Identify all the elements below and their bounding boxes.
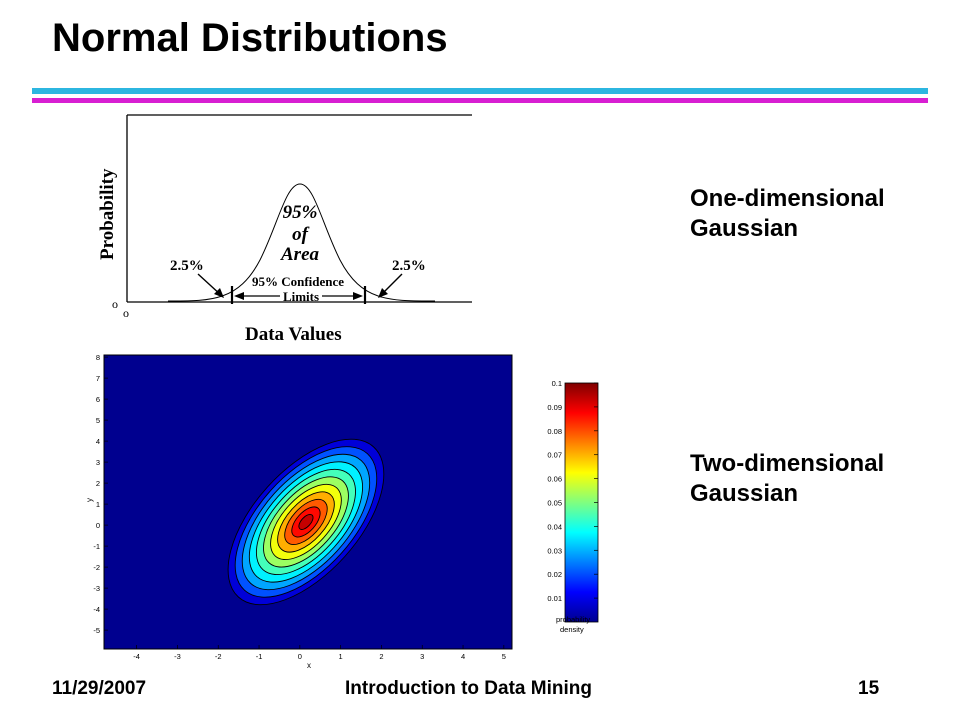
label-2d-line1: Two-dimensional bbox=[690, 450, 885, 477]
confidence-text-line2: Limits bbox=[283, 289, 319, 304]
x-tick-label: -2 bbox=[215, 652, 222, 661]
contour-band-10 bbox=[298, 513, 314, 530]
origin-mark: o bbox=[112, 297, 118, 311]
y-tick-label: -4 bbox=[93, 605, 100, 614]
x-tick-label: 1 bbox=[339, 652, 343, 661]
y-tick-label: -5 bbox=[93, 626, 100, 635]
x-tick-label: -1 bbox=[256, 652, 263, 661]
right-tail-arrowhead bbox=[378, 288, 388, 298]
x-tick-label: 0 bbox=[298, 652, 302, 661]
y-tick-label: -3 bbox=[93, 584, 100, 593]
label-1d-line2: Gaussian bbox=[690, 215, 799, 242]
x-tick-label: -4 bbox=[133, 652, 140, 661]
label-2d-line2: Gaussian bbox=[690, 480, 799, 507]
footer-course: Introduction to Data Mining bbox=[345, 678, 592, 699]
x-axis-label: Data Values bbox=[245, 324, 342, 345]
x-tick-label: 5 bbox=[502, 652, 506, 661]
colorbar-tick-label: 0.08 bbox=[547, 427, 562, 436]
center-text-area: Area bbox=[280, 244, 320, 265]
gaussian-1d-figure: Probability Data Values o o 95% of Area … bbox=[97, 114, 472, 345]
y-tick-label: -1 bbox=[93, 542, 100, 551]
left-tail-label: 2.5% bbox=[170, 258, 204, 274]
right-tail-label: 2.5% bbox=[392, 258, 426, 274]
label-1d-line1: One-dimensional bbox=[690, 185, 885, 212]
left-tail-arrowhead bbox=[214, 288, 224, 298]
y-axis-label: y bbox=[85, 498, 94, 502]
x-tick-label: -3 bbox=[174, 652, 181, 661]
y-tick-label: 1 bbox=[96, 500, 100, 509]
y-tick-label: -2 bbox=[93, 563, 100, 572]
confidence-arrowhead-left bbox=[234, 292, 244, 300]
colorbar-label-line1: probability bbox=[556, 615, 590, 624]
footer-page-number: 15 bbox=[858, 678, 880, 699]
y-tick-label: 6 bbox=[96, 395, 100, 404]
colorbar-tick-label: 0.03 bbox=[547, 546, 562, 555]
colorbar-tick-label: 0.1 bbox=[552, 379, 562, 388]
y-tick-label: 0 bbox=[96, 521, 100, 530]
confidence-arrowhead-right bbox=[353, 292, 363, 300]
center-text-percent: 95% bbox=[283, 202, 318, 223]
colorbar-tick-label: 0.01 bbox=[547, 594, 562, 603]
y-tick-label: 3 bbox=[96, 458, 100, 467]
y-tick-label: 7 bbox=[96, 374, 100, 383]
gaussian-2d-contour-plot: -4 -3 -2 -1 0 1 2 3 4 5 8 7 6 5 4 3 2 1 0 -1 -2 -3 -4 -5 x y 0… bbox=[85, 353, 599, 670]
y-tick-label: 2 bbox=[96, 479, 100, 488]
x-tick-label: 4 bbox=[461, 652, 465, 661]
footer-date: 11/29/2007 bbox=[52, 678, 147, 699]
label-two-dimensional: Two-dimensional Gaussian bbox=[690, 449, 884, 509]
y-tick-label: 4 bbox=[96, 437, 100, 446]
y-tick-label: 8 bbox=[96, 353, 100, 362]
colorbar-label-line2: density bbox=[560, 625, 584, 634]
colorbar-tick-label: 0.06 bbox=[547, 475, 562, 484]
colorbar-tick-label: 0.09 bbox=[547, 403, 562, 412]
y-axis-label: Probability bbox=[97, 168, 118, 260]
x-axis-label: x bbox=[307, 661, 311, 670]
slide-title: Normal Distributions bbox=[52, 16, 448, 60]
colorbar-tick-label: 0.02 bbox=[547, 570, 562, 579]
origin-mark: o bbox=[123, 306, 129, 320]
title-rule-magenta bbox=[32, 98, 928, 103]
colorbar-tick-label: 0.04 bbox=[547, 522, 562, 531]
colorbar bbox=[564, 382, 599, 623]
title-rule-cyan bbox=[32, 88, 928, 94]
y-tick-label: 5 bbox=[96, 416, 100, 425]
x-tick-label: 2 bbox=[379, 652, 383, 661]
colorbar-tick-label: 0.05 bbox=[547, 499, 562, 508]
colorbar-tick-label: 0.07 bbox=[547, 451, 562, 460]
confidence-text-line1: 95% Confidence bbox=[252, 274, 344, 289]
label-one-dimensional: One-dimensional Gaussian bbox=[690, 184, 885, 244]
x-tick-label: 3 bbox=[420, 652, 424, 661]
center-text-of: of bbox=[292, 224, 310, 245]
